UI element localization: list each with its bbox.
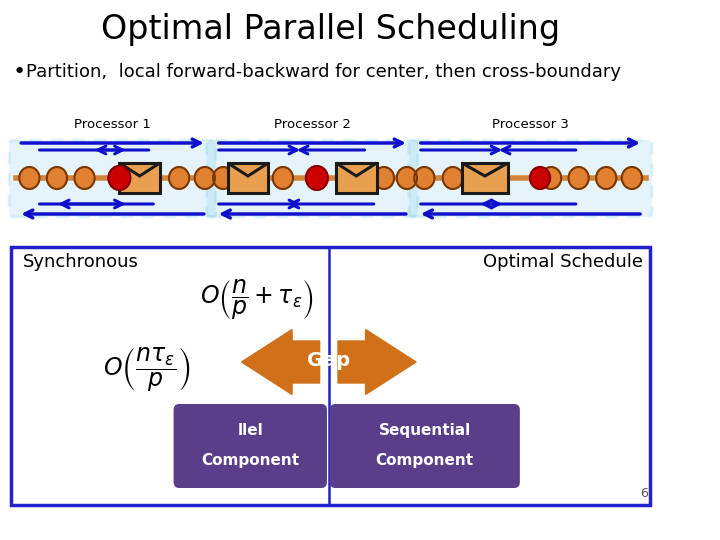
Polygon shape — [228, 163, 268, 193]
Circle shape — [530, 167, 550, 189]
FancyArrow shape — [241, 329, 320, 395]
Circle shape — [47, 167, 67, 189]
FancyArrow shape — [338, 329, 416, 395]
Circle shape — [273, 167, 293, 189]
Text: Optimal Schedule: Optimal Schedule — [483, 253, 643, 271]
Text: Synchronous: Synchronous — [23, 253, 139, 271]
Circle shape — [397, 167, 417, 189]
Polygon shape — [336, 163, 377, 193]
Text: $\mathit{O}\left(\dfrac{n\tau_\epsilon}{p}\right)$: $\mathit{O}\left(\dfrac{n\tau_\epsilon}{… — [103, 346, 191, 394]
Polygon shape — [120, 163, 160, 193]
Text: llel: llel — [238, 423, 263, 437]
FancyBboxPatch shape — [174, 404, 327, 488]
Text: Optimal Parallel Scheduling: Optimal Parallel Scheduling — [101, 14, 560, 46]
Circle shape — [541, 167, 561, 189]
FancyBboxPatch shape — [11, 247, 650, 505]
FancyBboxPatch shape — [409, 140, 652, 217]
Text: Processor 2: Processor 2 — [274, 118, 351, 131]
Circle shape — [19, 167, 40, 189]
Circle shape — [443, 167, 463, 189]
Text: Processor 3: Processor 3 — [492, 118, 569, 131]
Text: •: • — [13, 62, 26, 82]
Circle shape — [194, 167, 215, 189]
FancyBboxPatch shape — [330, 404, 520, 488]
Circle shape — [169, 167, 189, 189]
Circle shape — [74, 167, 94, 189]
Text: Gap: Gap — [307, 350, 351, 369]
Circle shape — [569, 167, 589, 189]
FancyBboxPatch shape — [9, 140, 216, 217]
Polygon shape — [462, 163, 508, 193]
Text: Sequential: Sequential — [379, 423, 471, 437]
Circle shape — [622, 167, 642, 189]
Text: $\mathit{O}\left(\dfrac{n}{p} + \tau_\epsilon\right)$: $\mathit{O}\left(\dfrac{n}{p} + \tau_\ep… — [200, 278, 314, 322]
Circle shape — [306, 166, 328, 190]
FancyBboxPatch shape — [207, 140, 418, 217]
Circle shape — [414, 167, 434, 189]
Circle shape — [213, 167, 233, 189]
Text: 6: 6 — [641, 487, 649, 500]
Circle shape — [596, 167, 616, 189]
Text: Component: Component — [376, 453, 474, 468]
Circle shape — [109, 166, 130, 190]
Text: Component: Component — [201, 453, 300, 468]
Text: Partition,  local forward-backward for center, then cross-boundary: Partition, local forward-backward for ce… — [26, 63, 621, 81]
Circle shape — [374, 167, 394, 189]
Text: Processor 1: Processor 1 — [74, 118, 151, 131]
